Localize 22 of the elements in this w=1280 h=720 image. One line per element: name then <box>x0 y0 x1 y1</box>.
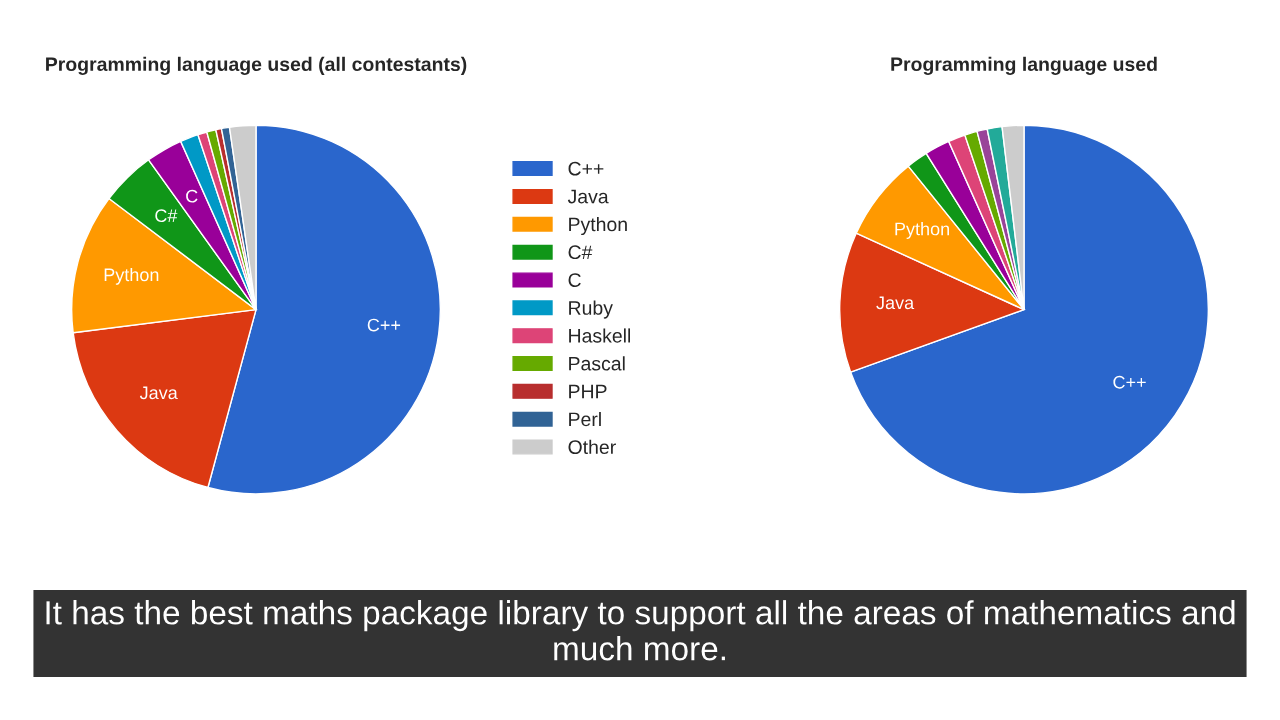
slice-label: Java <box>876 296 915 310</box>
legend-label: Other <box>568 439 616 455</box>
legend-label: Haskell <box>569 328 631 343</box>
legend-label: C# <box>568 245 593 260</box>
chart-title: Programming language used (all contestants) <box>46 56 467 75</box>
legend-label: Python <box>569 216 627 236</box>
text: It has the best maths package library to support all the areas of mathematics and much more. <box>46 600 1235 661</box>
slice-label: C++ <box>1113 375 1146 389</box>
slice-label: C# <box>155 209 178 223</box>
legend-label: C++ <box>568 161 604 176</box>
legend-label: Perl <box>569 411 601 427</box>
chart-title: Programming language used <box>891 56 1157 75</box>
slice-label: Python <box>104 267 159 285</box>
slice-label: C <box>186 189 198 203</box>
slice-label: C++ <box>367 318 401 332</box>
legend-label: Java <box>567 189 609 204</box>
legend-label: Pascal <box>569 356 625 371</box>
legend-label: PHP <box>569 384 607 399</box>
legend-label: C <box>568 273 581 287</box>
legend-label: Ruby <box>569 300 613 319</box>
slice-label: Python <box>895 222 949 239</box>
slice-label: Java <box>139 386 178 400</box>
